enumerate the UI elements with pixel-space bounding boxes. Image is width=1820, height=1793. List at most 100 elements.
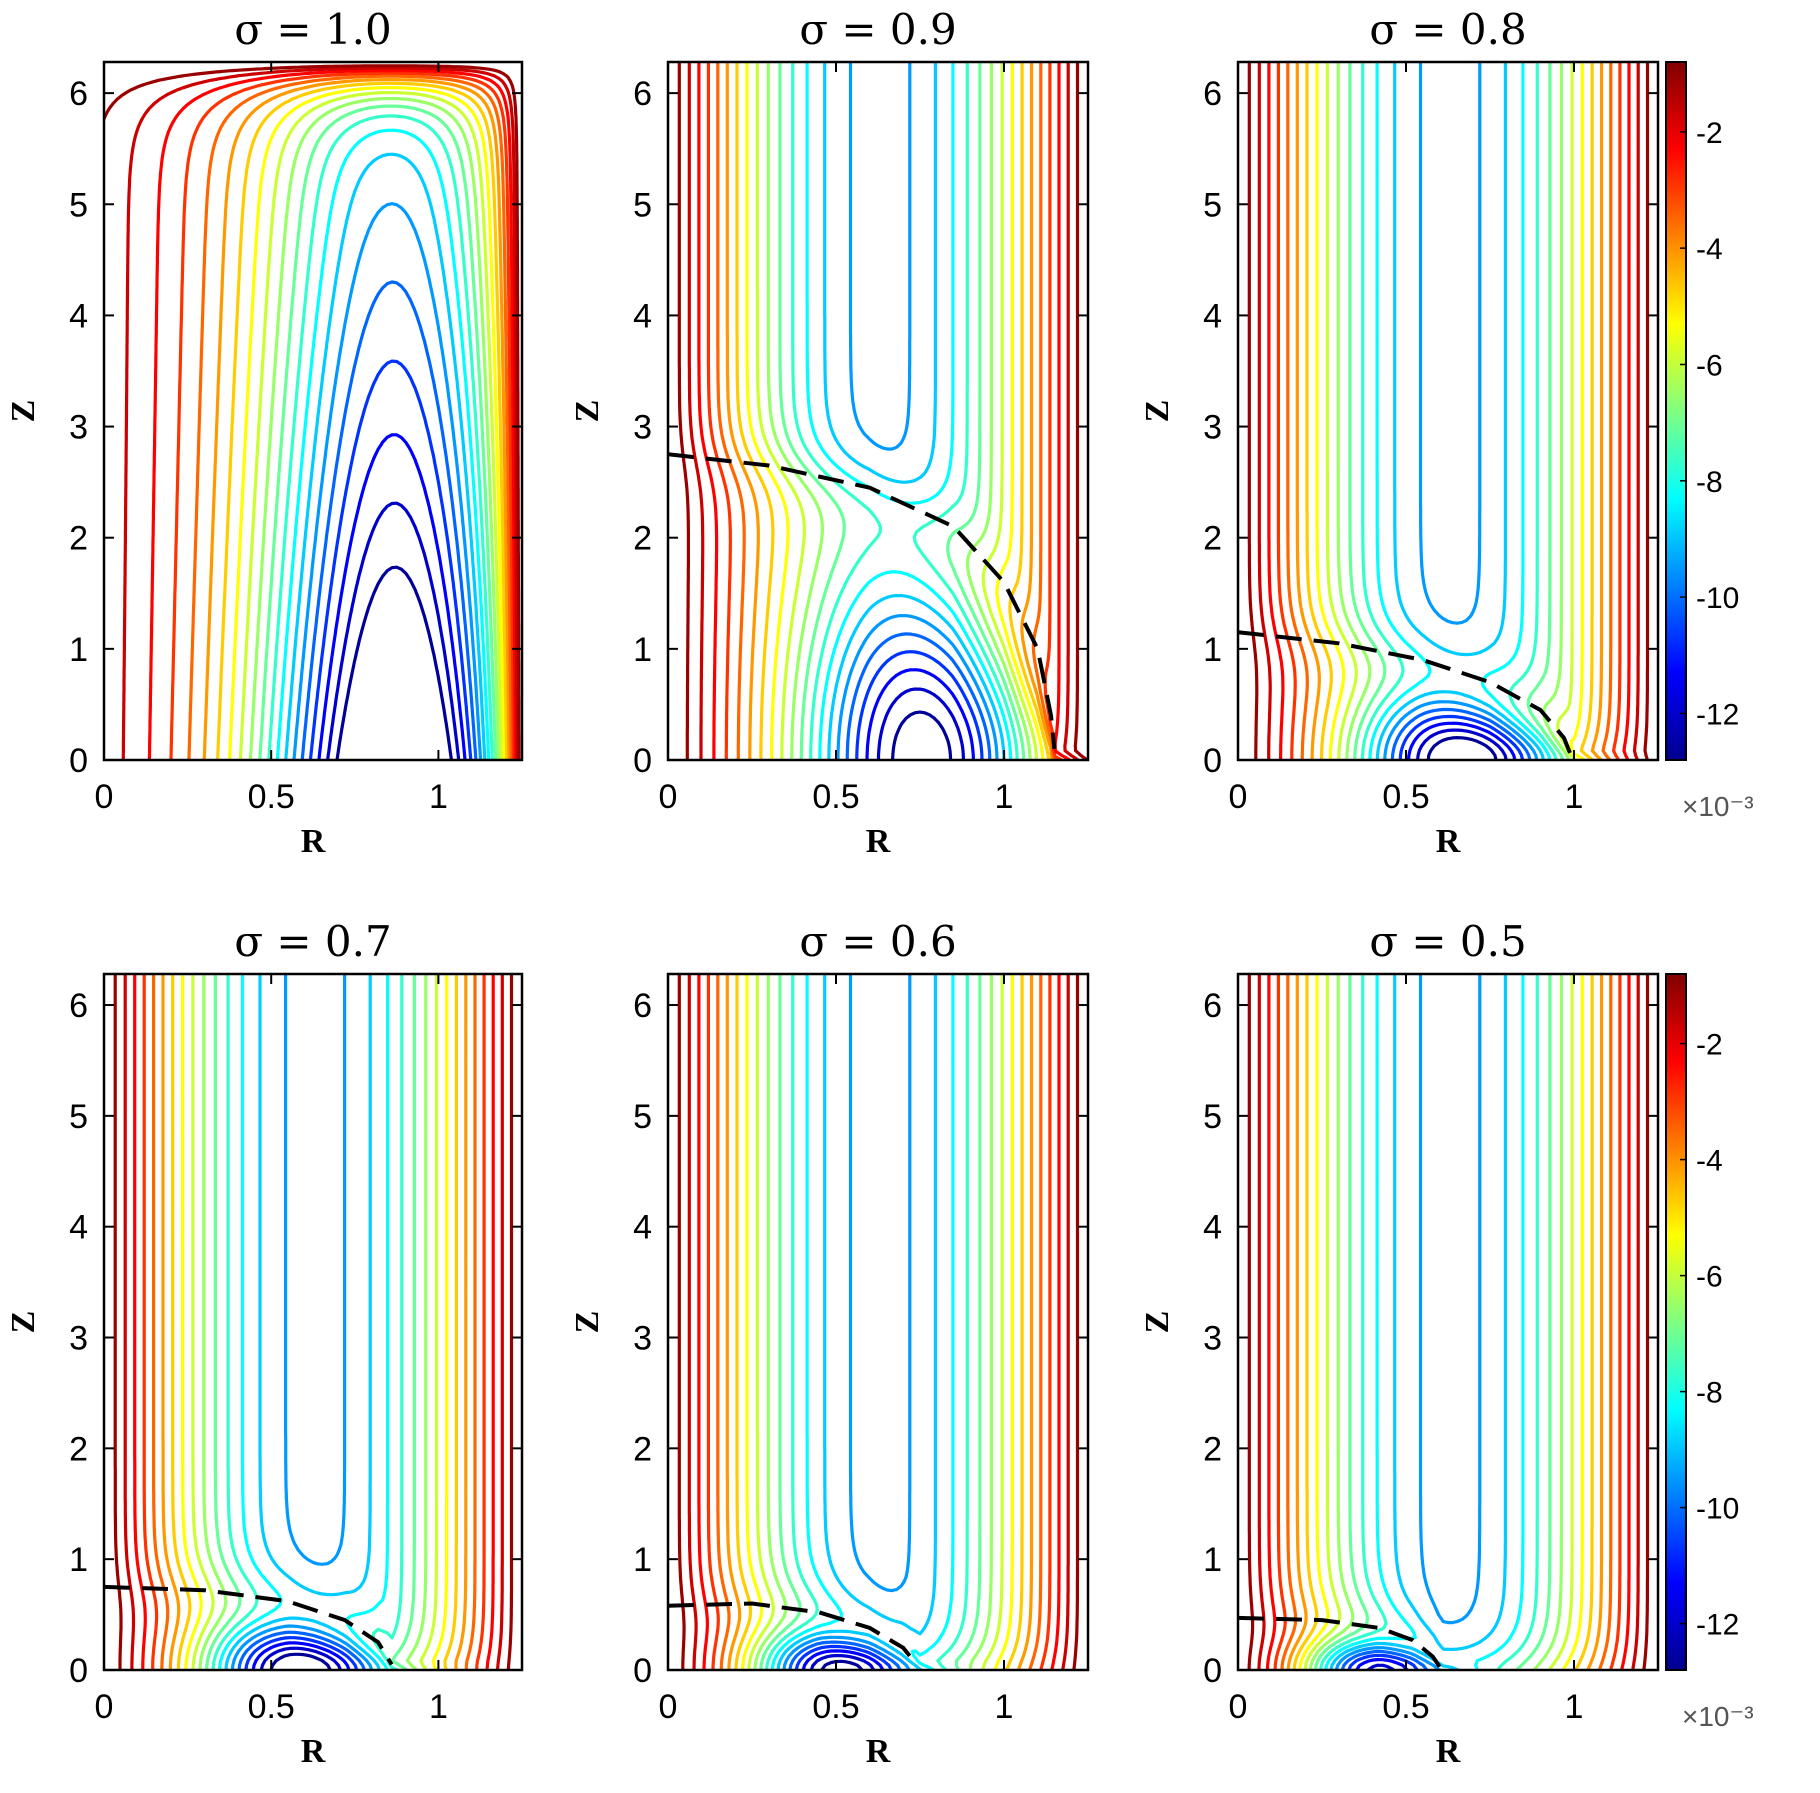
interface-dashed-line-2: [1238, 630, 1573, 756]
y-axis-label: Z: [5, 1311, 42, 1334]
y-axis-label: Z: [1139, 400, 1176, 423]
contour-line-4-9: [759, 974, 982, 1670]
contour-line-1-2: [865, 668, 975, 760]
axes-frame-1: [666, 60, 1090, 762]
contour-line-3-3: [244, 1636, 359, 1670]
axes-frame-3: [102, 972, 524, 1672]
y-tick-label: 5: [633, 1098, 652, 1136]
contour-line-1-1: [876, 687, 965, 760]
contour-line-3-12: [181, 974, 449, 1670]
y-tick-label: 6: [1203, 75, 1222, 113]
y-tick-label: 5: [69, 186, 88, 224]
panel-1: 0 0.5 1 0 1 2 3 4 5 6 σ = 0.9 R Z: [569, 5, 1090, 860]
x-tick-label: 0: [659, 1688, 678, 1726]
y-tick-label: 0: [1203, 1652, 1222, 1690]
y-axis-label: Z: [569, 1311, 606, 1334]
panel-title: σ = 1.0: [234, 5, 391, 54]
y-tick-label: 2: [633, 520, 652, 558]
x-tick-label: 1: [1565, 778, 1584, 816]
contour-line-1-12: [745, 62, 1045, 760]
contour-line-2-14: [1295, 62, 1604, 760]
contour-line-0-18: [121, 66, 519, 760]
contour-line-2-15: [1286, 62, 1613, 760]
plot-area-1: [668, 62, 1088, 760]
y-tick-label: 0: [1203, 742, 1222, 780]
y-tick-label: 1: [633, 631, 652, 669]
y-tick-label: 5: [1203, 1098, 1222, 1136]
interface-dashed-line-1: [668, 452, 1057, 750]
contour-line-5-15: [1280, 974, 1613, 1670]
y-tick-label: 4: [69, 297, 88, 335]
contour-line-1-5: [836, 62, 999, 760]
y-tick-label: 2: [69, 520, 88, 558]
y-tick-label: 0: [633, 742, 652, 780]
y-tick-label: 2: [1203, 520, 1222, 558]
contour-line-5-13: [1292, 974, 1594, 1670]
contour-line-2-0: [1426, 736, 1498, 760]
contour-line-2-4: [1390, 707, 1532, 760]
contour-line-2-10: [1336, 62, 1571, 760]
contour-line-1-18: [687, 62, 1080, 760]
y-tick-label: 4: [1203, 297, 1222, 335]
contour-line-1-11: [755, 62, 1038, 760]
x-axis-label: R: [1436, 823, 1461, 860]
colorbar-tick-label: -8: [1696, 1377, 1723, 1410]
contour-line-4-0: [820, 1659, 864, 1670]
panel-0: 0 0.5 1 0 1 2 3 4 5 6 σ = 1.0 R Z: [5, 5, 524, 860]
plot-area-0: [104, 64, 521, 760]
interface-dashed-line-4: [668, 1601, 919, 1666]
contour-line-1-10: [766, 62, 1032, 760]
contour-line-0-5: [292, 202, 483, 760]
y-tick-label: 2: [69, 1430, 88, 1468]
contour-line-5-8: [1318, 974, 1539, 1670]
contour-line-0-8: [267, 114, 494, 760]
contour-line-0-2: [317, 433, 467, 760]
contour-line-0-11: [238, 91, 504, 760]
contour-line-0-10: [248, 97, 501, 760]
y-tick-label: 3: [69, 1320, 88, 1358]
panel-4: 0 0.5 1 0 1 2 3 4 5 6 σ = 0.6 R Z: [569, 917, 1090, 1770]
contour-line-5-11: [1303, 974, 1574, 1670]
contour-line-3-11: [191, 974, 439, 1670]
x-tick-label: 0: [95, 778, 114, 816]
y-tick-label: 1: [69, 1541, 88, 1579]
contour-line-3-13: [171, 974, 458, 1670]
y-tick-label: 4: [633, 1209, 652, 1247]
contour-line-1-8: [791, 62, 1019, 760]
x-tick-label: 1: [429, 778, 448, 816]
y-tick-label: 2: [633, 1430, 652, 1468]
colorbars-layer: -2 -4 -6 -8 -10 -12 ×10⁻³ -2 -4 -6 -8 -10 -12 ×10⁻³: [1665, 61, 1754, 1732]
colorbar-0: -2 -4 -6 -8 -10 -12 ×10⁻³: [1665, 61, 1754, 822]
contour-line-4-4: [788, 1640, 902, 1670]
y-tick-label: 6: [633, 987, 652, 1025]
panel-title: σ = 0.8: [1369, 5, 1526, 54]
x-tick-label: 0.5: [1382, 778, 1429, 816]
contour-line-2-12: [1315, 62, 1586, 760]
colorbar-exponent-label: ×10⁻³: [1682, 791, 1754, 822]
contour-line-4-8: [765, 974, 969, 1670]
contour-line-0-6: [284, 152, 487, 760]
colorbar-1: -2 -4 -6 -8 -10 -12 ×10⁻³: [1665, 973, 1754, 1732]
colorbar-tick-label: -12: [1696, 1609, 1739, 1642]
x-tick-label: 1: [429, 1688, 448, 1726]
x-tick-label: 0: [95, 1688, 114, 1726]
contour-line-3-0: [269, 1652, 332, 1670]
x-axis-label: R: [301, 823, 326, 860]
contour-line-4-7: [770, 974, 955, 1670]
contour-line-0-13: [216, 81, 509, 760]
x-tick-label: 1: [995, 1688, 1014, 1726]
contour-line-2-5: [1383, 62, 1539, 760]
contour-line-0-15: [187, 74, 513, 760]
contour-line-4-17: [697, 974, 1061, 1670]
contour-line-0-16: [169, 71, 515, 760]
x-tick-label: 0: [1229, 1688, 1248, 1726]
colorbar-tick-label: -2: [1696, 117, 1723, 150]
contour-line-0-4: [300, 280, 478, 760]
contour-line-4-19: [677, 974, 1080, 1670]
contour-line-2-9: [1348, 62, 1565, 760]
contour-line-3-15: [152, 974, 477, 1670]
contour-line-2-17: [1267, 62, 1631, 760]
contour-line-4-1: [809, 1654, 876, 1670]
contour-line-1-19: [677, 62, 1088, 760]
